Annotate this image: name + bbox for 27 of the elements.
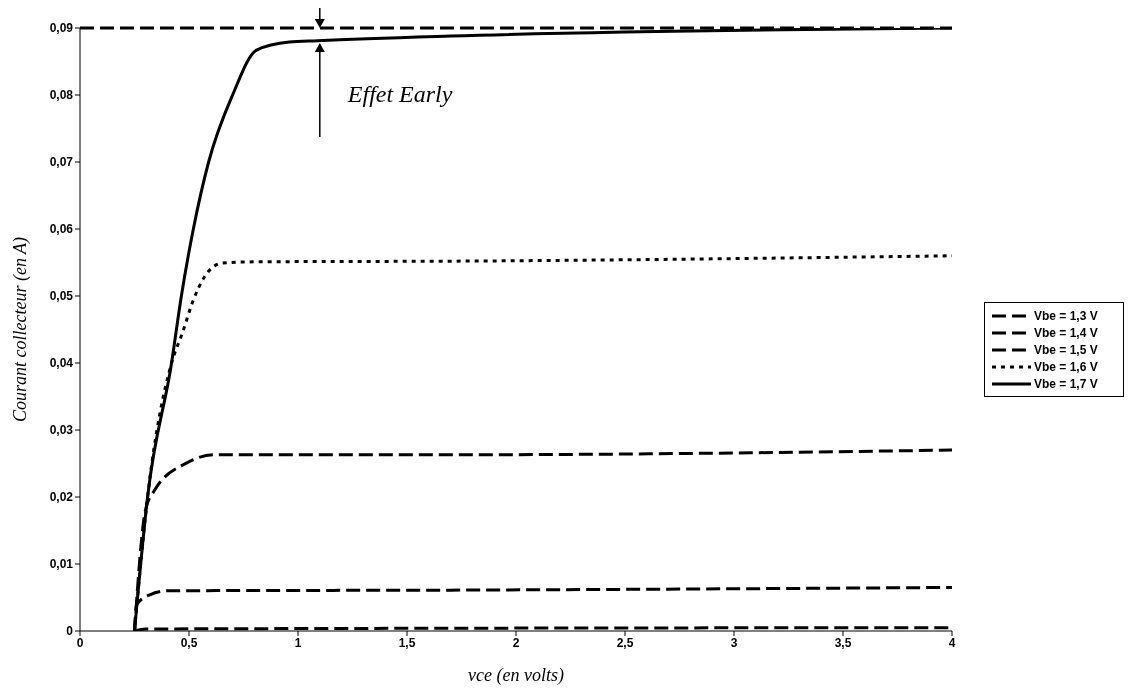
y-tick-label: 0,03 (49, 423, 74, 438)
x-tick-label: 2 (512, 635, 520, 650)
x-tick-label: 0 (76, 635, 84, 650)
x-tick-label: 1 (294, 635, 302, 650)
y-tick-label: 0,05 (49, 289, 74, 304)
legend-label: Vbe = 1,3 V (1034, 308, 1098, 323)
y-axis-title: Courant collecteur (en A) (10, 236, 32, 423)
annotation: Effet Early (346, 81, 453, 107)
x-tick-label: 2,5 (616, 635, 634, 650)
x-tick-label: 0,5 (180, 635, 198, 650)
legend-label: Vbe = 1,4 V (1034, 325, 1098, 340)
x-tick-label: 1,5 (398, 635, 416, 650)
y-tick-label: 0,02 (49, 490, 74, 505)
y-tick-label: 0,07 (49, 155, 74, 170)
y-tick-label: 0,08 (49, 88, 74, 103)
legend-label: Vbe = 1,7 V (1034, 376, 1098, 391)
x-axis-title: vce (en volts) (468, 665, 564, 686)
x-tick-label: 4 (948, 635, 956, 650)
legend-label: Vbe = 1,6 V (1034, 359, 1098, 374)
y-tick-label: 0 (66, 624, 74, 639)
legend-label: Vbe = 1,5 V (1034, 342, 1098, 357)
x-tick-label: 3 (730, 635, 738, 650)
y-tick-label: 0,06 (49, 222, 74, 237)
y-tick-label: 0,09 (49, 21, 74, 36)
y-tick-label: 0,04 (49, 356, 74, 371)
x-tick-label: 3,5 (834, 635, 852, 650)
y-tick-label: 0,01 (49, 557, 74, 572)
